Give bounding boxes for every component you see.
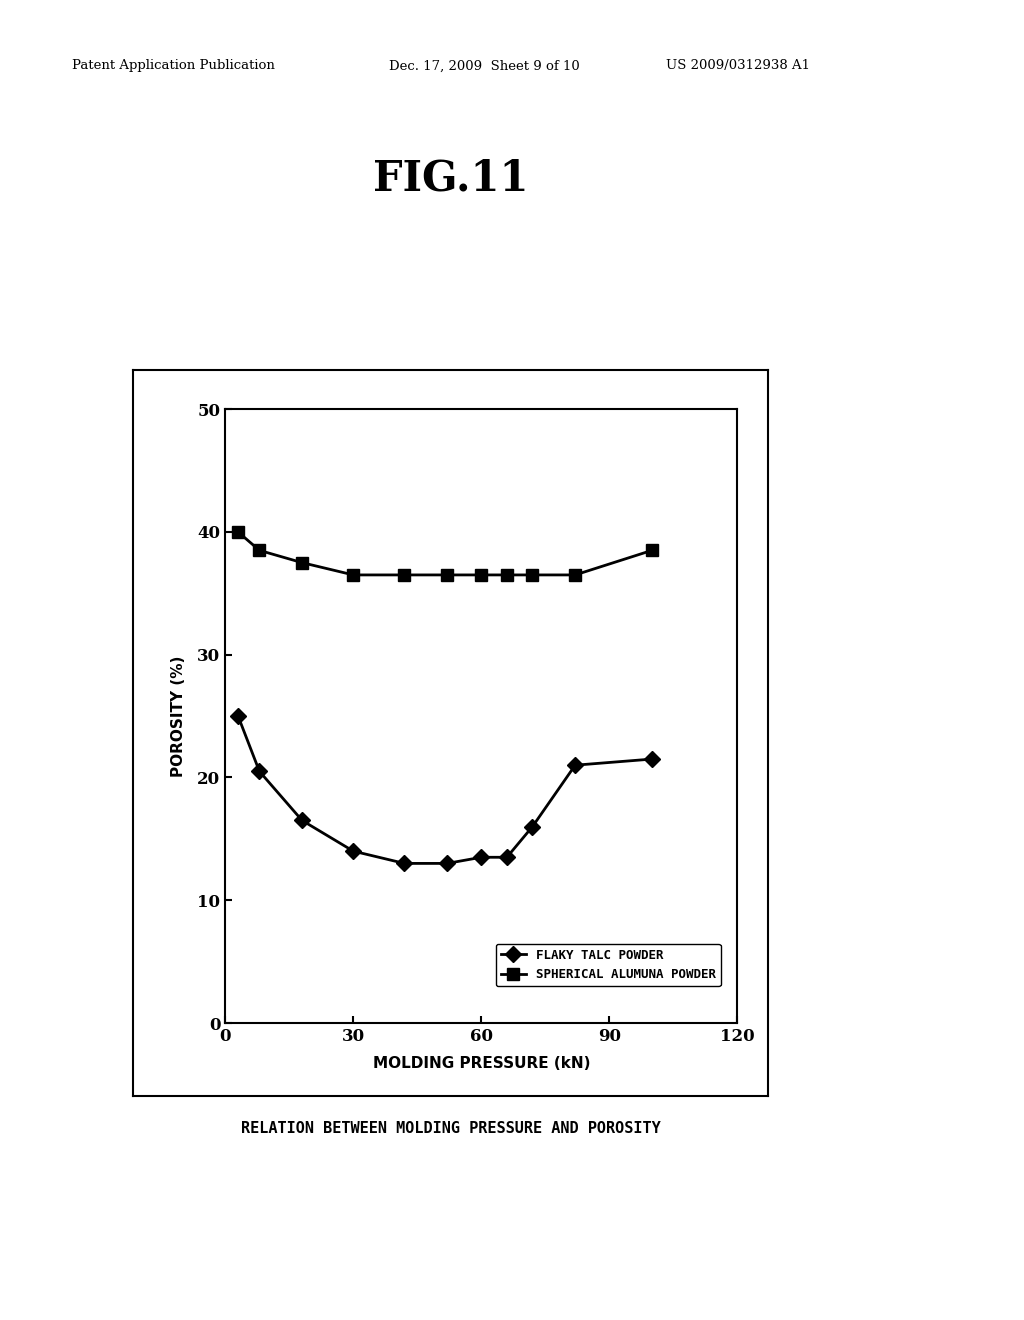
SPHERICAL ALUMUNA POWDER [347,568,359,583]
FLAKY TALC POWDER [296,813,308,829]
Text: US 2009/0312938 A1: US 2009/0312938 A1 [666,59,810,73]
X-axis label: MOLDING PRESSURE (kN): MOLDING PRESSURE (kN) [373,1056,590,1071]
SPHERICAL ALUMUNA POWDER [231,524,245,540]
FLAKY TALC POWDER [253,763,265,779]
FLAKY TALC POWDER [475,849,487,865]
Legend: FLAKY TALC POWDER, SPHERICAL ALUMUNA POWDER: FLAKY TALC POWDER, SPHERICAL ALUMUNA POW… [496,944,721,986]
Line: SPHERICAL ALUMUNA POWDER: SPHERICAL ALUMUNA POWDER [232,527,657,581]
SPHERICAL ALUMUNA POWDER [296,554,308,570]
SPHERICAL ALUMUNA POWDER [475,568,487,583]
SPHERICAL ALUMUNA POWDER [253,543,265,558]
Y-axis label: POROSITY (%): POROSITY (%) [171,656,186,776]
Text: FIG.11: FIG.11 [373,157,528,199]
FLAKY TALC POWDER [526,818,539,834]
Line: FLAKY TALC POWDER: FLAKY TALC POWDER [232,710,657,869]
Text: RELATION BETWEEN MOLDING PRESSURE AND POROSITY: RELATION BETWEEN MOLDING PRESSURE AND PO… [241,1121,660,1137]
FLAKY TALC POWDER [501,849,513,865]
FLAKY TALC POWDER [441,855,454,871]
SPHERICAL ALUMUNA POWDER [501,568,513,583]
FLAKY TALC POWDER [398,855,411,871]
SPHERICAL ALUMUNA POWDER [398,568,411,583]
SPHERICAL ALUMUNA POWDER [569,568,582,583]
SPHERICAL ALUMUNA POWDER [526,568,539,583]
FLAKY TALC POWDER [347,843,359,859]
Text: Dec. 17, 2009  Sheet 9 of 10: Dec. 17, 2009 Sheet 9 of 10 [389,59,580,73]
SPHERICAL ALUMUNA POWDER [441,568,454,583]
FLAKY TALC POWDER [231,708,245,723]
FLAKY TALC POWDER [646,751,658,767]
Text: Patent Application Publication: Patent Application Publication [72,59,274,73]
SPHERICAL ALUMUNA POWDER [646,543,658,558]
FLAKY TALC POWDER [569,758,582,774]
